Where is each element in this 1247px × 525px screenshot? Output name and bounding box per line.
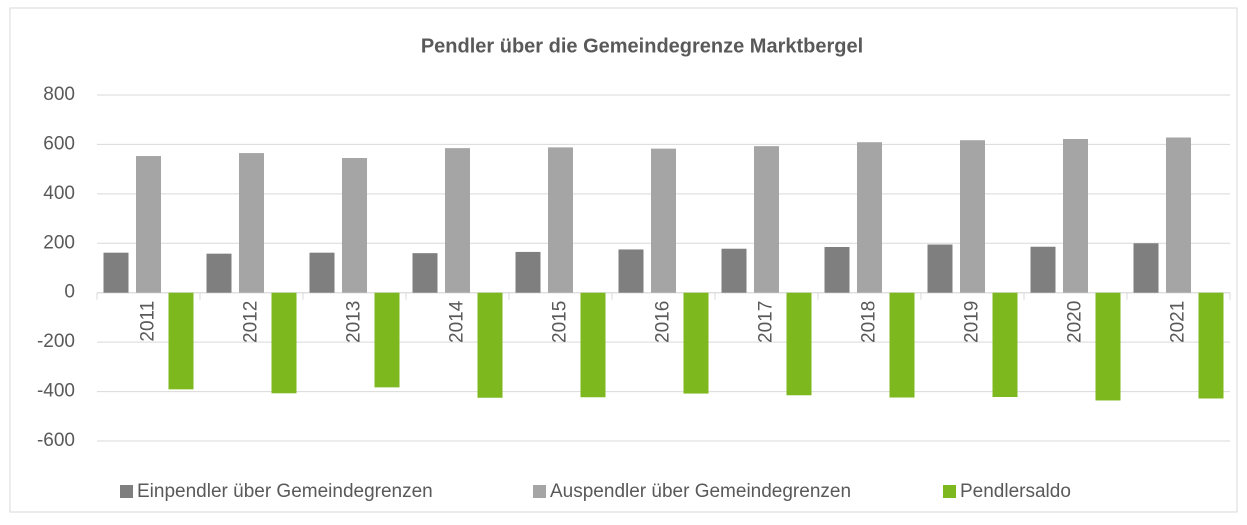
legend-swatch [533,485,546,498]
y-tick-label: 0 [64,282,75,303]
bar [618,249,644,293]
bar [824,246,850,293]
bar [271,292,297,394]
bar [786,292,812,396]
bar [651,148,676,293]
x-tick-label: 2018 [859,301,880,343]
bar [857,142,882,293]
bar [1198,292,1224,399]
bar [168,292,194,390]
x-tick-label: 2021 [1168,301,1189,343]
bar [477,292,503,398]
x-tick-label: 2014 [447,300,468,343]
y-tick-label: -400 [37,381,75,402]
bar [309,252,335,293]
bar [1095,292,1121,401]
bar [1063,138,1088,293]
x-tick-label: 2019 [962,301,983,343]
x-tick-label: 2020 [1065,301,1086,343]
bar [927,244,953,293]
x-tick-label: 2012 [241,301,262,343]
bar [1030,246,1056,293]
chart-title: Pendler über die Gemeindegrenze Marktber… [421,35,863,57]
bar [721,248,747,293]
y-tick-label: 600 [43,133,75,154]
bar [445,148,470,293]
bar [206,253,232,293]
legend-label: Pendlersaldo [960,481,1071,502]
y-tick-label: 400 [43,183,75,204]
bar [1166,137,1191,293]
bar [992,292,1018,398]
bar [548,147,573,293]
legend-label: Auspendler über Gemeindegrenzen [550,481,851,502]
x-tick-label: 2013 [344,301,365,343]
bar [515,251,541,293]
bar [580,292,606,398]
x-tick-label: 2017 [756,301,777,343]
bar [239,153,264,293]
y-tick-label: 200 [43,232,75,253]
y-tick-label: -200 [37,331,75,352]
x-tick-label: 2016 [653,301,674,343]
bar [754,146,779,293]
bar [374,292,400,388]
bar [136,156,161,293]
bar [103,252,129,293]
bar [889,292,915,398]
x-tick-label: 2011 [138,301,159,342]
bar [342,158,367,293]
y-tick-label: -600 [37,430,75,451]
bar [412,253,438,293]
bar [1133,243,1159,293]
legend-label: Einpendler über Gemeindegrenzen [137,481,433,502]
bar [683,292,709,394]
bar [960,140,985,293]
legend-swatch [943,485,956,498]
legend-swatch [120,485,133,498]
y-tick-label: 800 [43,84,75,105]
x-tick-label: 2015 [550,301,571,343]
